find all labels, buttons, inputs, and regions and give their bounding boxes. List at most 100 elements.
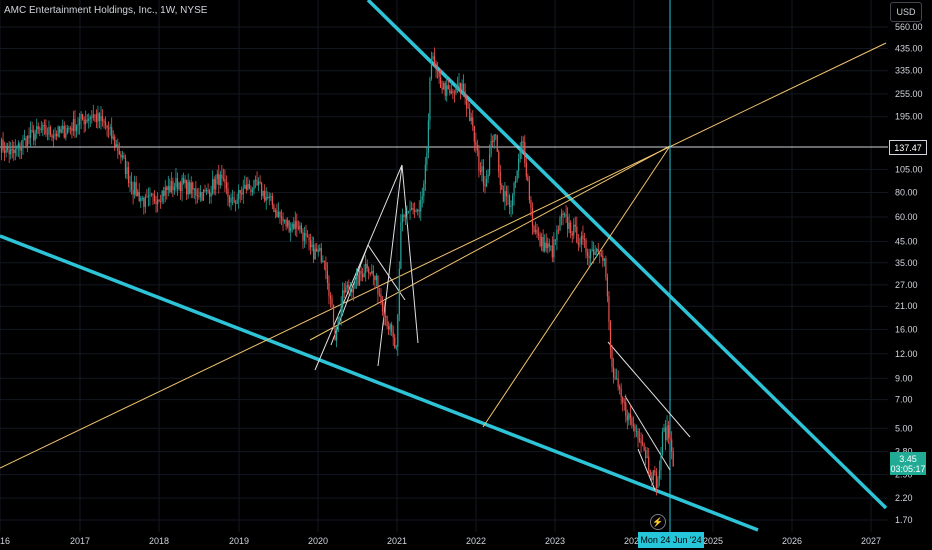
candle-body — [20, 146, 23, 151]
fib-fan-line-short[interactable] — [482, 145, 671, 428]
wedge-top-line[interactable] — [607, 341, 691, 438]
candle-body — [23, 138, 26, 140]
candle-body — [495, 134, 497, 136]
candle-body — [302, 232, 304, 241]
candle-body — [547, 243, 549, 249]
x-tick-label: 2027 — [861, 536, 881, 546]
candle-body — [242, 188, 244, 195]
time-axis[interactable]: 16 2017 2018 2019 2020 2021 2022 2023 2024 2025 20… — [0, 536, 881, 546]
candle-body — [389, 324, 391, 330]
candle-body — [449, 89, 451, 94]
candle-body — [256, 179, 258, 186]
candle-body — [664, 427, 667, 440]
fib-fan-line-long[interactable] — [0, 42, 887, 469]
bar-countdown: 03:05:17 — [890, 463, 926, 474]
candle-body — [642, 443, 644, 445]
candle-body — [235, 203, 237, 204]
candle-body — [615, 378, 618, 380]
candle-body — [82, 114, 84, 120]
candle-body — [498, 151, 500, 172]
candle-body — [285, 219, 287, 227]
pattern-lines-2020-b[interactable] — [330, 243, 406, 346]
candle-body — [178, 182, 180, 190]
candle-body — [493, 134, 495, 142]
candle-body — [37, 126, 39, 129]
y-tick-label: 2.20 — [895, 493, 913, 503]
candle-body — [313, 244, 315, 260]
currency-button[interactable]: USD — [890, 2, 922, 22]
candle-body — [602, 255, 604, 261]
candle-body — [550, 245, 552, 247]
candle-body — [10, 148, 12, 155]
candle-body — [368, 268, 370, 274]
candle-body — [49, 126, 52, 135]
candle-body — [655, 472, 657, 489]
candle-body — [345, 287, 347, 293]
candle-body — [153, 194, 156, 202]
price-axis[interactable]: 560.00 435.00 335.00 255.00 195.00 105.00 80.0… — [895, 22, 923, 525]
candle-body — [599, 252, 601, 255]
candle-body — [94, 114, 96, 116]
candle-body — [410, 208, 413, 210]
candle-body — [326, 270, 329, 283]
candle-body — [290, 227, 292, 232]
candle-body — [525, 162, 527, 177]
candle-body — [394, 337, 396, 348]
candle-body — [30, 130, 32, 138]
wedge-bottom-line[interactable] — [624, 395, 671, 471]
x-tick-label: 2019 — [229, 536, 249, 546]
y-tick-label: 16.00 — [895, 324, 918, 334]
candle-body — [238, 189, 240, 200]
candle-body — [577, 242, 579, 245]
candle-body — [612, 367, 615, 378]
candle-body — [299, 225, 301, 229]
candle-body — [417, 209, 419, 212]
candle-body — [628, 413, 630, 421]
candle-body — [179, 182, 182, 192]
candle-body — [548, 243, 550, 247]
candle-body — [574, 224, 576, 227]
candle-body — [173, 187, 176, 191]
last-price-label: 3.45 03:05:17 — [890, 452, 926, 475]
candle-body — [381, 301, 384, 312]
upper-channel-line[interactable] — [366, 0, 888, 510]
candle-body — [277, 211, 280, 218]
candle-body — [227, 188, 229, 197]
candle-body — [85, 119, 87, 125]
candle-body — [436, 69, 439, 72]
candle-body — [143, 198, 145, 207]
candle-body — [606, 277, 609, 297]
candle-body — [104, 122, 107, 126]
candle-body — [458, 82, 460, 89]
candle-body — [218, 173, 220, 186]
candle-body — [611, 349, 613, 368]
candle-body — [476, 144, 478, 151]
candle-body — [467, 107, 469, 109]
lightning-icon[interactable]: ⚡ — [650, 514, 666, 530]
candle-body — [472, 117, 474, 126]
candle-body — [204, 189, 206, 192]
candle-body — [337, 317, 339, 332]
candle-body — [268, 196, 270, 199]
candle-body — [56, 134, 58, 137]
candle-body — [51, 134, 53, 138]
candle-body — [170, 181, 172, 192]
pattern-lines-2020[interactable] — [314, 164, 419, 371]
x-tick-label: 2023 — [545, 536, 565, 546]
candle-body — [92, 114, 94, 118]
candle-body — [623, 402, 625, 404]
candle-body — [433, 56, 436, 65]
candle-body — [443, 83, 445, 90]
candle-body — [305, 233, 307, 236]
candle-body — [440, 77, 442, 88]
candle-body — [98, 112, 101, 121]
candle-body — [366, 263, 368, 269]
candle-body — [225, 182, 228, 189]
candle-body — [253, 179, 255, 191]
candle-body — [16, 148, 18, 150]
fib-fan-line-mid[interactable] — [309, 145, 671, 341]
candle-body — [652, 470, 654, 481]
candle-body — [666, 425, 668, 440]
lower-channel-line[interactable] — [0, 234, 759, 532]
